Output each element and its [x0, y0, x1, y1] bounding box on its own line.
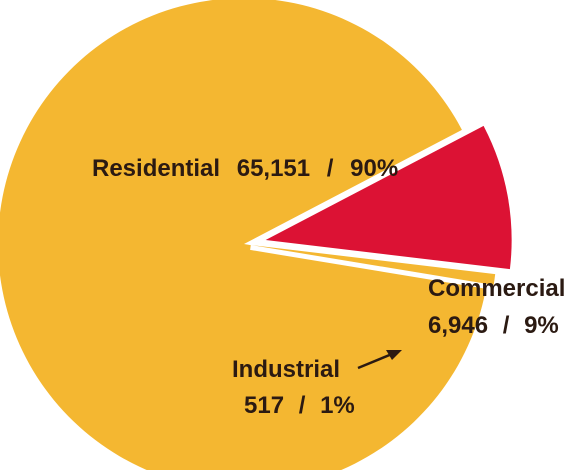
industrial-pointer-arrow	[357, 350, 402, 370]
commercial-value: 6,946	[428, 312, 488, 339]
residential-percent: 90%	[350, 155, 398, 182]
arrow-head	[386, 350, 402, 360]
commercial-separator: /	[503, 312, 510, 339]
commercial-name: Commercial	[428, 275, 565, 302]
pie-slice-residential	[0, 0, 487, 470]
arrow-line	[357, 352, 393, 370]
industrial-separator: /	[299, 392, 306, 419]
residential-label: Residential 65,151 / 90%	[92, 155, 398, 182]
pie-slice-commercial	[265, 125, 512, 270]
industrial-name: Industrial	[232, 356, 340, 383]
residential-value: 65,151	[237, 155, 310, 182]
residential-separator: /	[327, 155, 334, 182]
residential-name: Residential	[92, 155, 220, 182]
industrial-figures: 517 / 1%	[244, 392, 355, 419]
industrial-percent: 1%	[320, 392, 355, 419]
industrial-value: 517	[244, 392, 284, 419]
pie-slice-industrial	[250, 244, 496, 286]
commercial-figures: 6,946 / 9%	[428, 312, 559, 339]
commercial-percent: 9%	[524, 312, 559, 339]
